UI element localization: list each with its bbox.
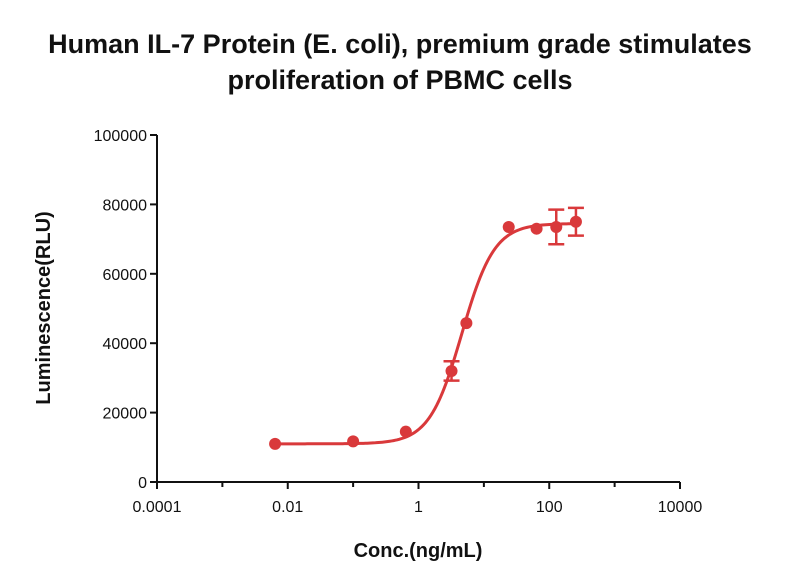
y-tick-label: 20000 (103, 406, 148, 423)
chart-title-line-2: proliferation of PBMC cells (227, 65, 573, 95)
x-tick-label: 1 (414, 499, 423, 516)
x-tick-label: 100 (536, 499, 563, 516)
data-points-group (269, 206, 584, 450)
data-point (550, 220, 563, 233)
data-point (460, 317, 473, 330)
fit-curve (275, 222, 576, 446)
axes: 0 20000 40000 60000 80000 100000 0.0001 0.01 1 10… (94, 128, 703, 516)
fit-curve-group (275, 222, 576, 446)
y-tick-label: 0 (138, 475, 147, 492)
y-axis-label: Luminescence(RLU) (33, 211, 55, 404)
x-tick-label: 10000 (658, 499, 703, 516)
y-tick-label: 100000 (94, 128, 147, 145)
data-point (530, 222, 543, 235)
data-point (347, 435, 360, 448)
data-point (399, 425, 412, 438)
x-axis-label: Conc.(ng/mL) (354, 540, 483, 562)
chart-title: Human IL-7 Protein (E. coli), premium gr… (0, 26, 800, 98)
data-point (269, 437, 282, 450)
data-point (445, 364, 458, 377)
y-tick-label: 60000 (103, 267, 148, 284)
y-tick-label: 80000 (103, 197, 148, 214)
y-tick-label: 40000 (103, 336, 148, 353)
chart-title-line-1: Human IL-7 Protein (E. coli), premium gr… (48, 29, 752, 59)
x-tick-label: 0.0001 (133, 499, 182, 516)
data-point (569, 215, 582, 228)
data-point (502, 220, 515, 233)
x-tick-label: 0.01 (272, 499, 303, 516)
